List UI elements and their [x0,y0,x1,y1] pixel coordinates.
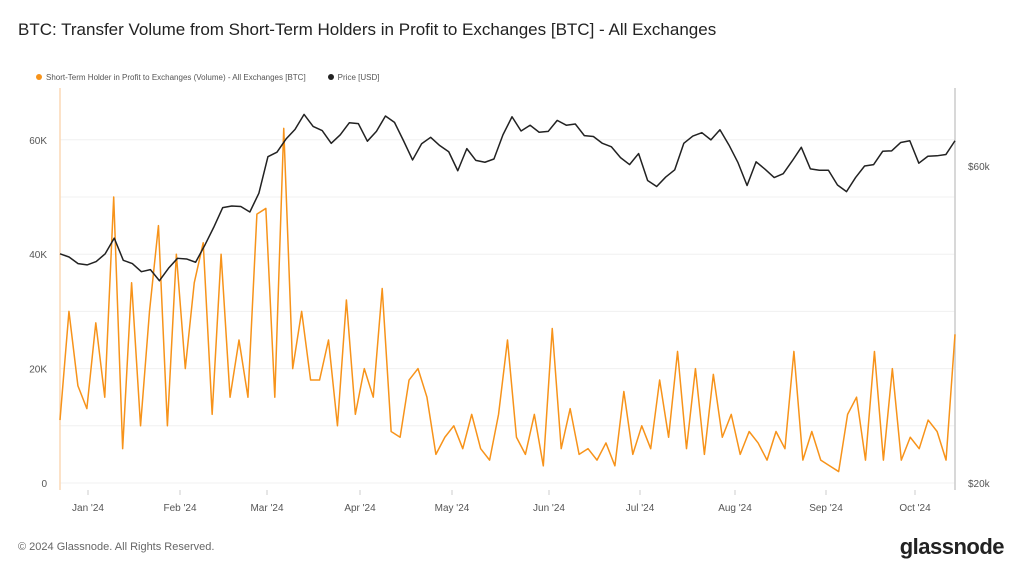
x-tick-label: Jun '24 [533,503,565,514]
legend-item-volume[interactable]: Short-Term Holder in Profit to Exchanges… [36,73,306,82]
x-tick-label: Aug '24 [718,503,752,514]
x-tick-label: Feb '24 [163,503,196,514]
x-tick-label: Jul '24 [626,503,655,514]
y-left-tick-label: 20K [29,365,47,376]
x-tick-label: Apr '24 [344,503,376,514]
y-left-tick-label: 40K [29,250,47,261]
legend: Short-Term Holder in Profit to Exchanges… [36,73,379,82]
price-series-line [59,113,956,282]
legend-label: Short-Term Holder in Profit to Exchanges… [46,73,306,82]
chart-title: BTC: Transfer Volume from Short-Term Hol… [18,20,717,39]
legend-dot-icon [36,74,42,80]
x-tick-label: Oct '24 [899,503,931,514]
legend-dot-icon [327,74,334,80]
y-right-tick-label: $60k [968,162,991,173]
glassnode-logo: glassnode [899,534,1005,559]
legend-item-price[interactable]: Price [USD] [327,73,380,82]
x-tick-label: Jan '24 [72,503,104,514]
x-tick-label: Mar '24 [250,503,283,514]
volume-series-line [59,127,956,473]
y-left-tick-label: 0 [41,479,47,490]
y-left-tick-label: 60K [29,136,47,147]
x-tick-label: Sep '24 [809,503,843,514]
copyright: © 2024 Glassnode. All Rights Reserved. [18,541,215,553]
y-right-tick-label: $20k [968,479,991,490]
legend-label: Price [USD] [337,73,380,82]
x-tick-label: May '24 [435,503,470,514]
